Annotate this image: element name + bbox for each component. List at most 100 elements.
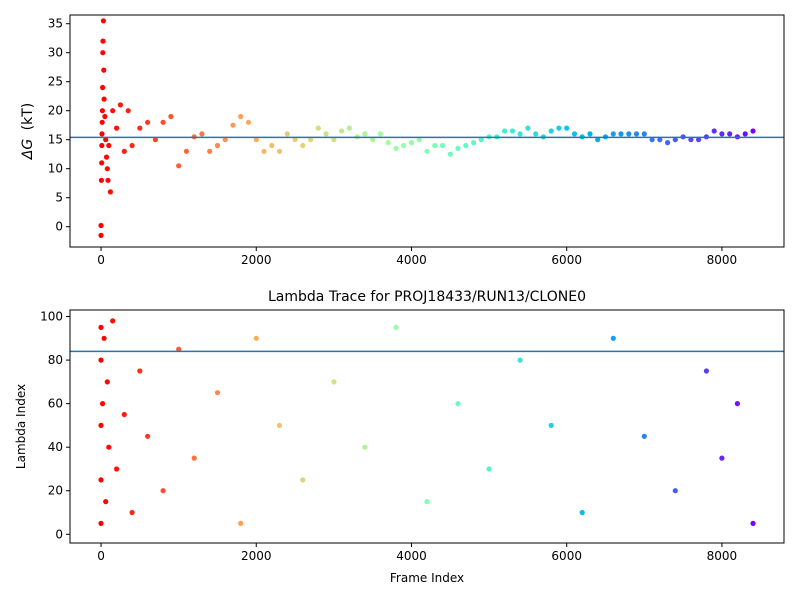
data-point: [300, 477, 306, 483]
y-tick-label: 40: [48, 440, 63, 454]
data-point: [657, 137, 663, 143]
data-point: [284, 131, 290, 137]
data-point: [176, 163, 182, 169]
data-point: [99, 108, 105, 114]
data-point: [104, 166, 110, 172]
data-point: [424, 499, 430, 505]
data-point: [393, 145, 399, 151]
y-tick-label: 35: [48, 17, 63, 31]
data-point: [100, 84, 106, 91]
data-point: [121, 411, 127, 418]
data-point: [98, 324, 104, 330]
data-point: [595, 137, 601, 143]
data-point: [114, 125, 120, 131]
delta-g-panel: 0 2000 4000 6000 8000 0 5 10 15 20 25 30 35 ΔG (kT): [20, 14, 785, 267]
data-point: [517, 357, 523, 363]
data-point: [269, 142, 275, 149]
data-point: [478, 137, 484, 143]
data-point: [99, 142, 105, 149]
data-point: [106, 142, 112, 149]
lambda-trace-panel: Lambda Trace for PROJ18433/RUN13/CLONE0 …: [14, 289, 785, 585]
y-tick-label: 30: [48, 46, 63, 60]
data-point: [129, 142, 135, 149]
data-point: [121, 148, 127, 154]
y-tick-label: 20: [48, 484, 63, 498]
y-tick-label: 5: [55, 191, 63, 205]
data-point: [110, 318, 116, 324]
data-point: [191, 455, 197, 461]
data-point: [137, 368, 143, 374]
data-point: [641, 433, 647, 439]
data-point: [703, 368, 710, 374]
data-point: [424, 148, 430, 154]
data-point: [145, 119, 151, 125]
lambda-trace-points: [98, 318, 756, 527]
data-point: [362, 444, 368, 450]
data-point: [734, 401, 741, 407]
data-point: [393, 324, 399, 330]
x-tick-label: 6000: [551, 549, 582, 563]
data-point: [408, 140, 415, 146]
delta-g-unit: (kT): [20, 103, 36, 131]
data-point: [99, 119, 105, 125]
data-point: [105, 177, 111, 183]
data-point: [160, 119, 166, 125]
data-point: [98, 177, 104, 183]
data-point: [199, 131, 205, 137]
data-point: [276, 422, 283, 428]
data-point: [230, 122, 236, 128]
data-point: [509, 128, 515, 134]
data-point: [455, 401, 461, 407]
data-point: [99, 131, 105, 137]
x-tick-label: 8000: [707, 549, 738, 563]
data-point: [238, 113, 244, 120]
y-tick-label: 60: [48, 397, 63, 411]
x-tick-label: 0: [97, 253, 105, 267]
data-point: [110, 108, 116, 114]
data-point: [101, 67, 107, 73]
data-point: [633, 131, 640, 137]
data-point: [610, 335, 616, 341]
y-tick-label: 80: [48, 353, 63, 367]
data-point: [486, 466, 492, 472]
data-point: [102, 113, 108, 120]
data-point: [517, 131, 523, 137]
data-point: [245, 119, 252, 125]
delta-g-y-label: ΔG (kT): [20, 103, 36, 160]
data-point: [160, 488, 166, 494]
x-tick-label: 8000: [707, 253, 738, 267]
data-point: [556, 125, 562, 131]
x-tick-label: 2000: [241, 253, 272, 267]
y-tick-label: 100: [40, 310, 63, 324]
data-point: [103, 137, 109, 143]
data-point: [137, 125, 143, 131]
data-point: [107, 189, 113, 195]
data-point: [103, 499, 109, 505]
data-point: [183, 148, 189, 154]
data-point: [238, 520, 244, 527]
data-point: [432, 142, 438, 149]
data-point: [176, 346, 182, 352]
data-point: [641, 131, 647, 137]
data-point: [727, 131, 733, 137]
data-point: [101, 96, 107, 102]
data-point: [98, 357, 104, 363]
y-tick-label: 15: [48, 133, 63, 147]
data-point: [696, 137, 702, 143]
lambda-trace-x-ticks: 0 2000 4000 6000 8000: [97, 543, 737, 563]
data-point: [145, 433, 151, 439]
data-point: [401, 142, 407, 149]
delta-g-axes-frame: [69, 14, 785, 248]
data-point: [98, 222, 104, 229]
delta-g-x-ticks: 0 2000 4000 6000 8000: [97, 247, 737, 267]
x-tick-label: 0: [97, 549, 105, 563]
data-point: [100, 401, 106, 407]
data-point: [471, 140, 477, 146]
data-point: [455, 145, 461, 151]
data-point: [315, 125, 321, 131]
data-point: [99, 160, 105, 166]
data-point: [385, 140, 391, 146]
data-point: [719, 131, 725, 137]
data-point: [672, 137, 678, 143]
